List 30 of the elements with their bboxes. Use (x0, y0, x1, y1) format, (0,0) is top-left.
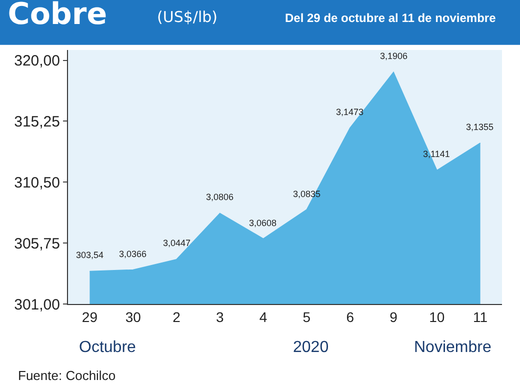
x-tick-label: 10 (429, 308, 445, 325)
x-tick-label: 4 (259, 308, 268, 325)
data-label: 3,0366 (119, 249, 147, 259)
y-tick-label: 301,00 (14, 296, 60, 314)
source-note: Fuente: Cochilco (18, 368, 116, 383)
chart-title: Cobre (8, 0, 108, 32)
chart-subtitle: (US$/lb) (157, 8, 218, 26)
data-label: 3,1473 (336, 107, 364, 117)
x-tick-label: 6 (346, 308, 354, 325)
data-label: 3,1906 (380, 51, 408, 61)
x-tick-label: 11 (473, 308, 488, 325)
y-tick-label: 315,25 (14, 113, 60, 130)
y-tick-label: 310,50 (14, 174, 60, 192)
x-tick-label: 30 (125, 308, 142, 325)
text: Octubre (79, 339, 136, 356)
x-tick-label: 3 (216, 308, 224, 325)
x-tick-label: 5 (302, 308, 311, 325)
y-tick-label: 305,75 (14, 235, 60, 252)
data-label: 3,1355 (466, 122, 494, 132)
x-tick-label: 29 (82, 308, 98, 325)
data-label: 3,0608 (249, 218, 277, 228)
x-tick-label: 9 (390, 308, 398, 325)
y-tick-label: 320,00 (14, 52, 60, 70)
data-label: 3,0447 (163, 238, 191, 248)
data-label: 3,0806 (206, 192, 234, 202)
text: Del 29 de octubre al 11 de noviembre (285, 11, 496, 25)
text: Noviembre (414, 339, 492, 356)
text: 2020 (293, 339, 329, 356)
x-tick-label: 2 (172, 308, 181, 325)
data-label: 303,54 (76, 250, 104, 260)
